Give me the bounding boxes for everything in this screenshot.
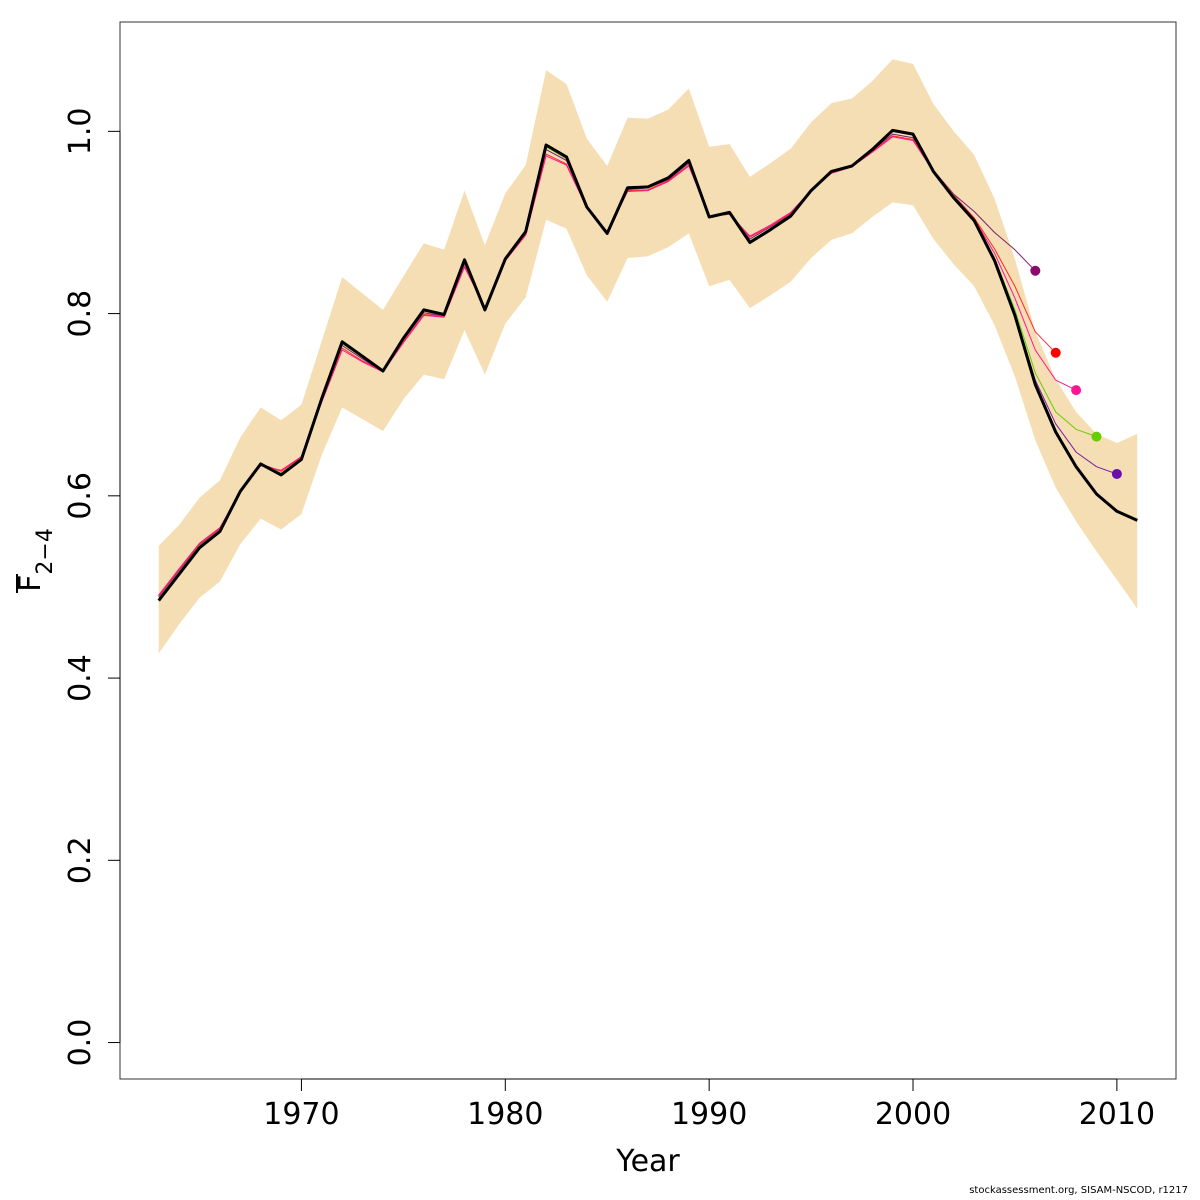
y-tick-label: 0.4 xyxy=(63,654,98,702)
series-layer xyxy=(157,128,1138,602)
x-tick-label: 2000 xyxy=(875,1097,951,1132)
x-axis: 1970 1980 1990 2000 2010 xyxy=(263,1078,1155,1132)
series-endpoint-1 xyxy=(1030,265,1041,276)
series-endpoint-3 xyxy=(1071,385,1082,396)
x-tick-label: 1980 xyxy=(467,1097,543,1132)
y-tick-label: 0.6 xyxy=(63,472,98,520)
confidence-band-layer xyxy=(158,59,1138,654)
y-tick-label: 0.0 xyxy=(63,1019,98,1067)
y-tick-label: 0.8 xyxy=(63,290,98,338)
y-tick-label: 0.2 xyxy=(63,836,98,884)
confidence-band xyxy=(158,59,1138,654)
series-endpoint-5 xyxy=(1111,468,1122,479)
y-tick-label: 1.0 xyxy=(63,107,98,155)
x-tick-label: 2010 xyxy=(1079,1097,1155,1132)
y-axis-title-subscript: 2−4 xyxy=(33,528,58,574)
series-endpoint-2 xyxy=(1050,347,1061,358)
y-axis: 0.0 0.2 0.4 0.6 0.8 1.0 xyxy=(63,107,121,1067)
x-tick-label: 1990 xyxy=(671,1097,747,1132)
series-line-main xyxy=(157,128,1138,602)
footer-credit: stockassessment.org, SISAM-NSCOD, r1217 xyxy=(969,1185,1188,1196)
x-tick-label: 1970 xyxy=(263,1097,339,1132)
svg-text:F2−4: F2−4 xyxy=(13,528,58,592)
y-axis-title-main: F xyxy=(13,575,48,592)
series-endpoint-4 xyxy=(1091,431,1102,442)
x-axis-title: Year xyxy=(615,1144,680,1179)
endpoint-layer xyxy=(1030,265,1122,479)
y-axis-title: F2−4 xyxy=(13,528,58,593)
